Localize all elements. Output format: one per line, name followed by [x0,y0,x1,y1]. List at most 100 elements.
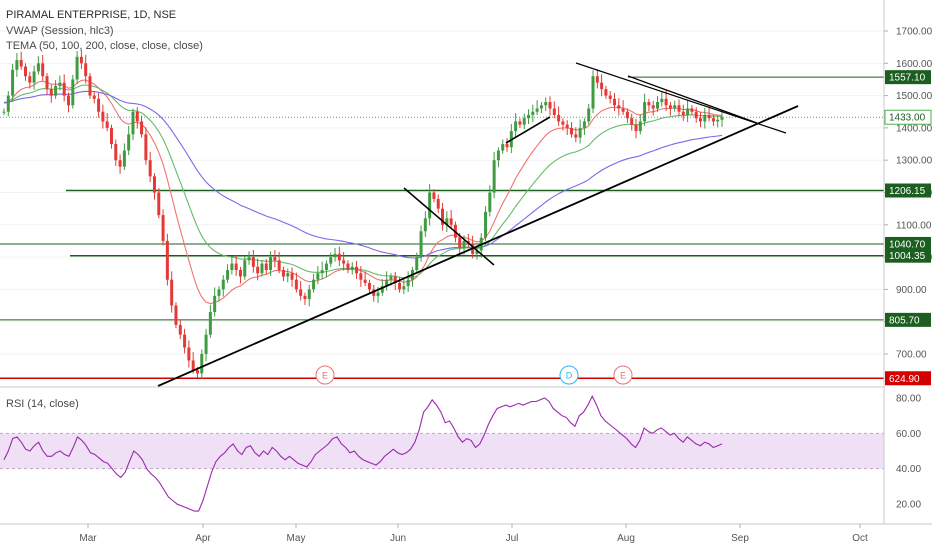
candle-body [574,134,578,138]
candle-body [140,121,144,135]
candle-body [269,257,273,271]
event-marker-circle [613,365,633,385]
candle-body [6,95,10,112]
candle-body [402,286,406,290]
candle-body [625,111,629,119]
grid [0,30,884,355]
candle-body [187,347,191,361]
candle-body [213,295,217,313]
candle-body [484,211,488,238]
candle-body [647,102,651,106]
candle-body [131,111,135,135]
candle-body [346,263,350,271]
candle-body [664,98,668,106]
candle-body [114,144,118,161]
event-marker-d[interactable]: D [559,365,579,385]
time-tick-label: Oct [852,533,868,544]
event-marker-label: E [322,371,328,381]
candle-body [66,95,70,106]
candle-body [539,105,543,109]
trend-line-1[interactable] [403,187,495,266]
trend-line-3[interactable] [627,75,758,124]
rsi-series-line [3,394,723,512]
candle-body [28,76,32,83]
candle-body [630,118,634,125]
candle-body [690,108,694,112]
candle-body [518,121,522,125]
price-tag-label: 1433.00 [889,113,926,124]
candle-body [54,85,58,96]
candle-body [380,286,384,293]
candle-body [230,263,234,271]
candle-body [49,89,53,96]
candle-body [561,121,565,125]
candle-body [694,111,698,119]
candle-body [316,273,320,280]
price-tag-label: 624.90 [889,374,920,385]
price-tag-bg [885,70,931,85]
candle-body [88,76,92,96]
candle-body [342,260,346,264]
candle-body [208,312,212,335]
price-tick-label: 1400.00 [896,123,932,134]
candle-body [548,102,552,109]
candle-body [15,60,19,70]
candle-body [333,253,337,258]
rsi-axis-ticks: 20.00 40.00 60.00 80.00 [896,394,921,511]
candle-body [127,134,131,151]
candlesticks [2,49,724,380]
candle-body [406,279,410,287]
vwap-legend: VWAP (Session, hlc3) [6,25,114,37]
candle-body [582,121,586,128]
candle-body [565,124,569,128]
rsi-tick-label: 80.00 [896,394,921,405]
event-marker-e[interactable]: E [315,365,335,385]
candle-body [441,208,445,225]
candle-body [79,56,83,64]
candle-body [45,76,49,90]
price-tag-6: 624.90 [885,371,931,386]
price-tag-label: 1040.70 [889,239,926,250]
candle-body [109,127,113,145]
candle-body [668,105,672,109]
candle-body [294,279,298,290]
time-tick-label: Apr [195,533,211,544]
price-tag-bg [885,236,931,251]
price-tag-4: 1004.35 [885,248,931,263]
candle-body [11,69,15,96]
tema-50-line [3,79,723,305]
time-tick-label: Mar [79,533,97,544]
candle-body [389,276,393,280]
candle-body [350,266,354,271]
candle-body [372,289,376,296]
candle-body [148,160,152,177]
event-marker-label: D [566,371,573,381]
candle-body [651,105,655,109]
candle-body [264,263,268,271]
candle-body [656,102,660,109]
tema-lines [3,79,723,305]
event-marker-e[interactable]: E [613,365,633,385]
time-axis-ticks[interactable]: Mar Apr May Jun Jul Aug Sep Oct [79,524,868,544]
candle-body [608,95,612,99]
price-tag-bg [885,371,931,386]
candle-body [557,114,561,122]
candle-body [299,289,303,296]
trend-line-4[interactable] [505,116,551,144]
candle-body [496,150,500,161]
trend-line-0[interactable] [157,105,799,387]
candle-body [62,82,66,96]
candle-body [71,79,75,106]
rsi-tick-label: 40.00 [896,464,921,475]
time-tick-label: Aug [617,533,635,544]
candle-body [337,253,341,261]
candle-body [716,119,720,122]
candle-body [432,192,436,199]
candle-body [415,257,419,271]
price-tag-bg [885,248,931,263]
price-tag-label: 1557.10 [889,73,926,84]
price-tag-bg [885,312,931,327]
candle-body [578,127,582,138]
